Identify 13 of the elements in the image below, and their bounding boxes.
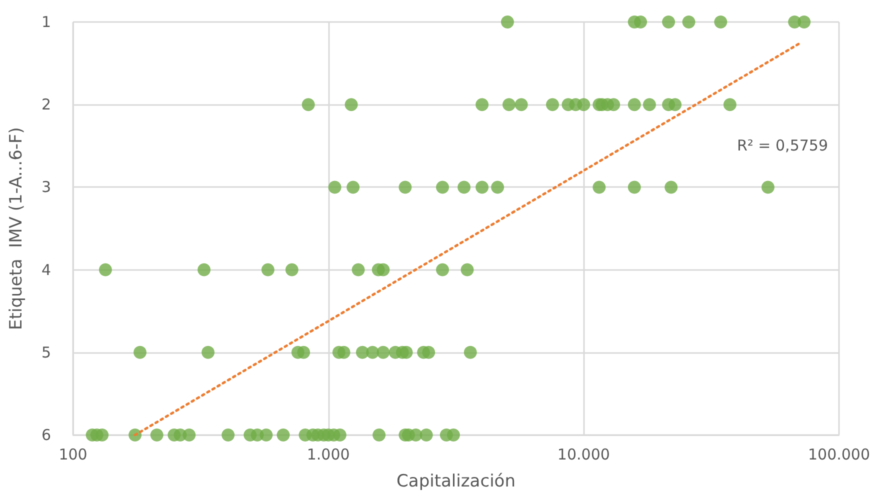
x-axis-title: Capitalización: [396, 472, 516, 492]
y-tick-label: 2: [41, 96, 51, 114]
y-tick-label: 1: [41, 13, 51, 31]
y-tick-label: 4: [41, 260, 51, 279]
y-axis-title: Etiqueta IMV (1-A...6-F): [6, 127, 26, 330]
y-tick-label: 3: [41, 178, 51, 196]
x-tick-label: 1.000: [306, 446, 350, 464]
x-tick-label: 10.000: [557, 446, 610, 464]
y-tick-label: 5: [41, 343, 51, 362]
x-tick-label: 100: [58, 446, 88, 464]
x-tick-label: 100.000: [808, 446, 870, 464]
annotation: R² = 0,5759: [736, 136, 828, 154]
y-tick-label: 6: [41, 426, 51, 444]
